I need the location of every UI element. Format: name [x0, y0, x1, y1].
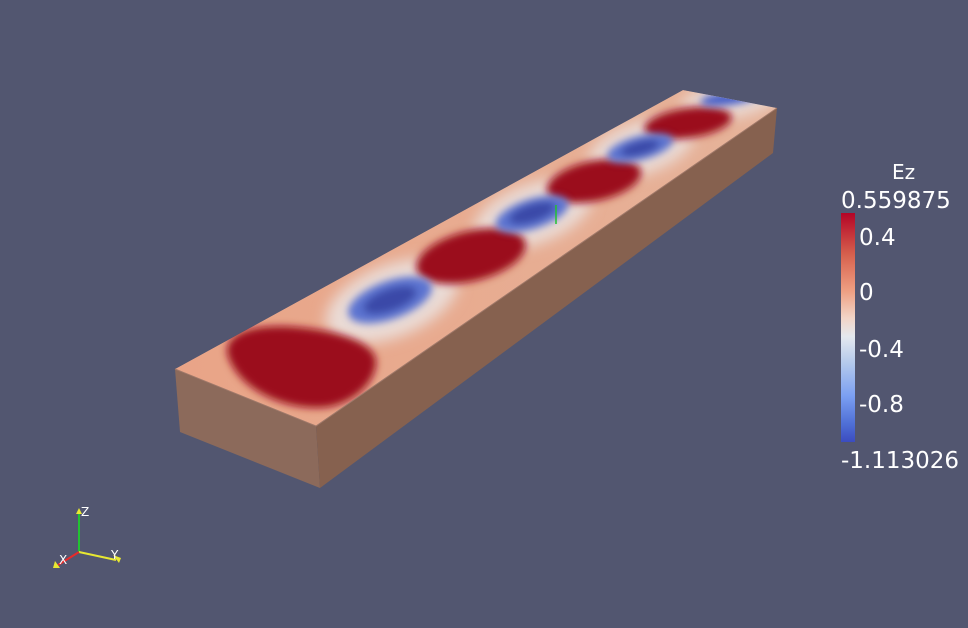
- positive-lobes: [227, 106, 732, 408]
- slab-front-face: [175, 369, 320, 488]
- scalar-bar-min-label: -1.113026: [841, 448, 960, 474]
- slab-top-face: [175, 90, 777, 426]
- axis-y-label: Y: [111, 548, 119, 562]
- scalar-bar-tick: 0: [859, 280, 874, 306]
- y-axis: [78, 551, 117, 561]
- x-axis: [57, 551, 80, 566]
- scalar-bar-title: Ez: [892, 160, 916, 184]
- scalar-bar-max-label: 0.559875: [841, 188, 951, 214]
- scalar-bar-colormap: [841, 213, 855, 442]
- axis-z-label: Z: [81, 505, 90, 519]
- scalar-bar-tick: -0.8: [859, 392, 904, 418]
- slab-edge: [174, 107, 778, 427]
- scalar-bar-tick: 0.4: [859, 225, 896, 251]
- scalar-bar-tick: -0.4: [859, 337, 904, 363]
- slab-right-face: [316, 108, 777, 488]
- axis-x-label: X: [59, 553, 68, 567]
- orientation-axes: [53, 508, 121, 568]
